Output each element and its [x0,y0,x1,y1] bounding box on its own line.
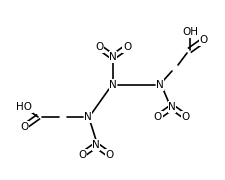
Text: HO: HO [16,102,32,112]
Text: O: O [106,150,114,160]
Text: OH: OH [182,27,198,37]
Text: N: N [109,52,117,62]
Text: O: O [200,35,208,45]
Text: N: N [156,80,164,90]
Text: N: N [168,102,176,112]
Text: O: O [182,112,190,122]
Text: N: N [109,80,117,90]
Text: O: O [95,42,103,52]
Text: O: O [154,112,162,122]
Text: O: O [20,122,28,132]
Text: N: N [84,112,92,122]
Text: O: O [78,150,86,160]
Text: N: N [92,140,100,150]
Text: O: O [123,42,131,52]
